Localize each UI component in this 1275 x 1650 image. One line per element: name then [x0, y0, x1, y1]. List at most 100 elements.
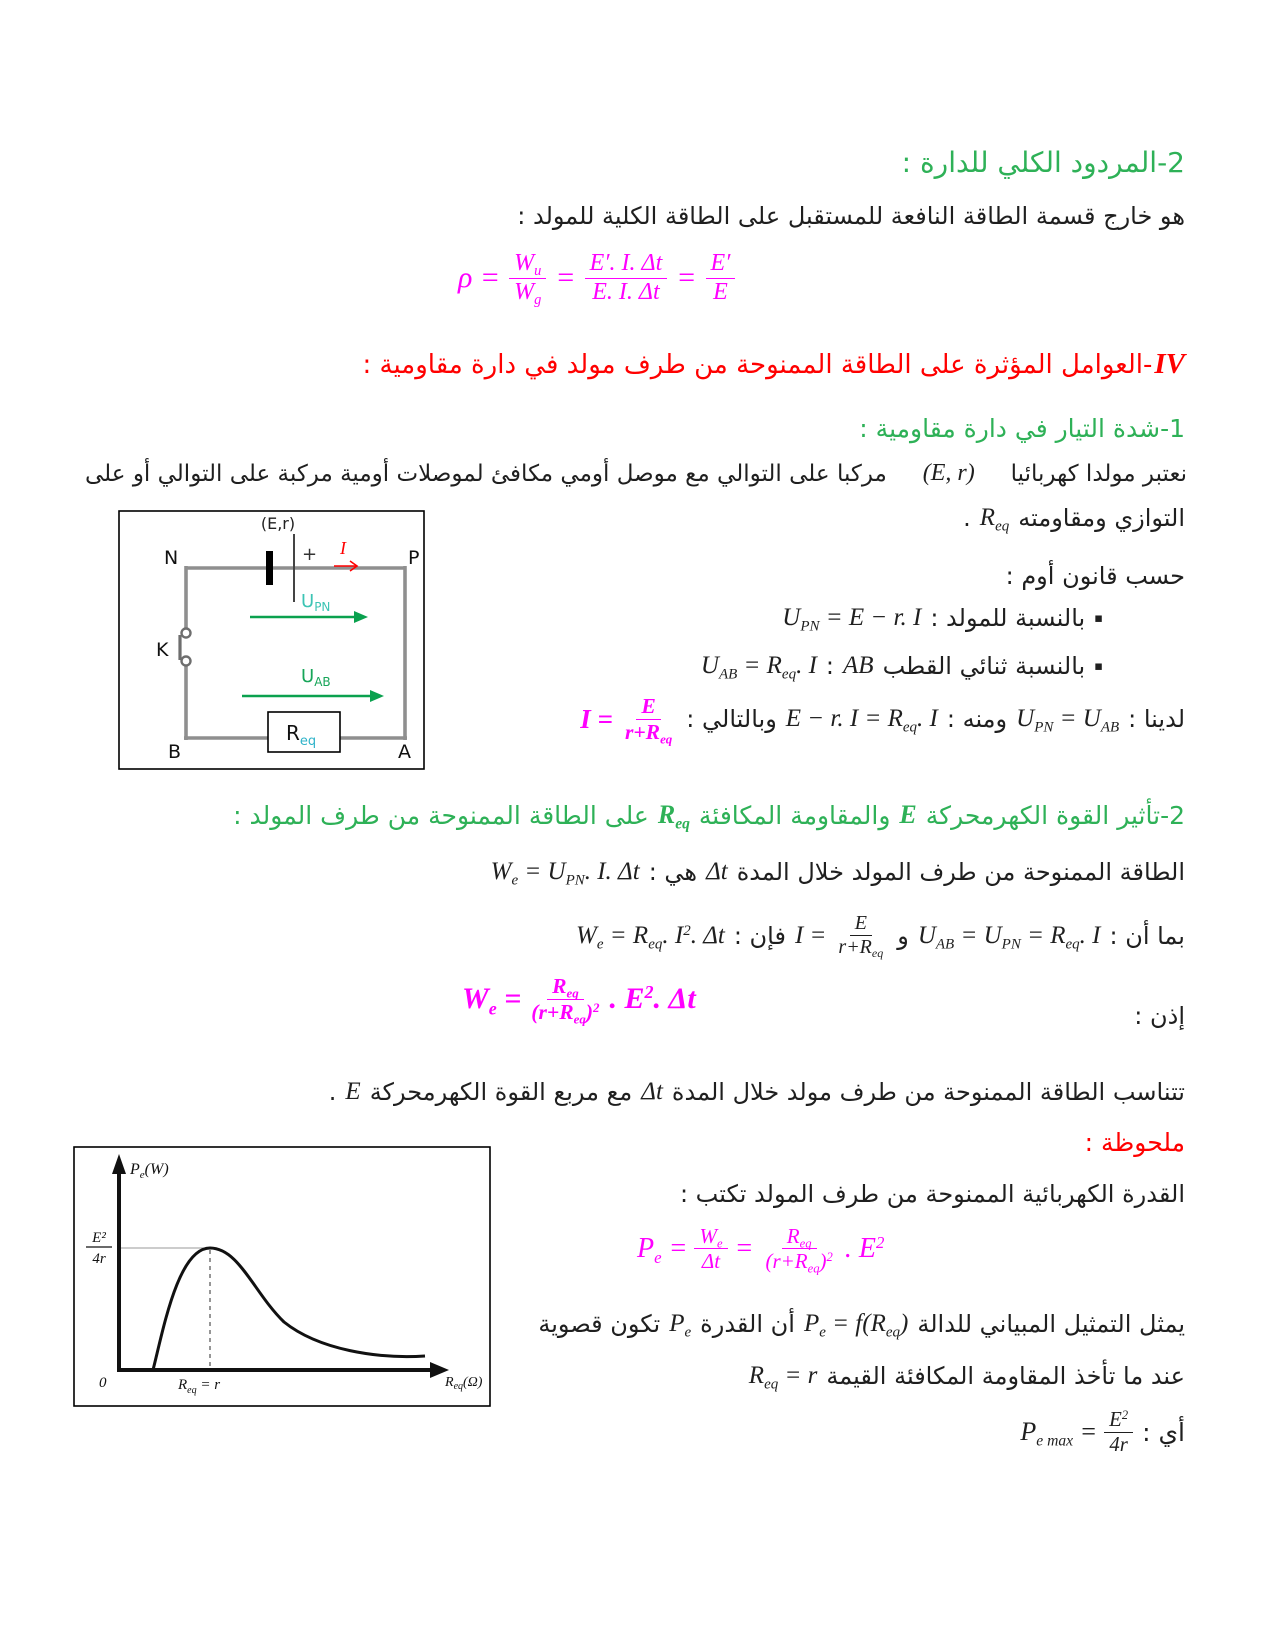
power-curve — [151, 1246, 426, 1371]
rho-lhs: ρ = — [458, 261, 501, 295]
section-title-rendement-text: 2-المردود الكلي للدارة : — [901, 146, 1185, 179]
w2-formula3: We = Req. I2. Δt — [576, 921, 725, 952]
bullet2-formula: UAB = Req. I — [700, 652, 817, 683]
rho-frac2: E′. I. Δt E. I. Δt — [584, 250, 668, 306]
origin-label: 0 — [99, 1375, 107, 1391]
rho-eq1: = — [555, 261, 576, 295]
energy-main-formula-body: We = Req (r+Req)2 . E2. Δt — [462, 974, 696, 1027]
bullet-icon: ▪ — [1094, 658, 1103, 674]
x-peak-label: Req = r — [177, 1377, 220, 1396]
ymax-fraction-label: E² 4r — [86, 1230, 112, 1267]
node-b-label: B — [168, 741, 181, 763]
lad-bittali: وبالتالي : — [686, 705, 777, 734]
p2-req-formula: Req — [979, 504, 1010, 535]
w2-intensity-frac: I = E r+Req — [794, 912, 884, 961]
y-axis-label: Pe(W) — [129, 1161, 169, 1181]
g1c: تكون قصوية — [538, 1310, 661, 1338]
energy-title-emf: E — [899, 800, 917, 829]
g2a: عند ما تأخذ المقاومة المكافئة القيمة — [826, 1362, 1185, 1390]
pemax-formula: Pe max = E2 4r — [1020, 1408, 1134, 1457]
battery-label: (E,r) — [261, 514, 295, 533]
graph-sentence2: عند ما تأخذ المقاومة المكافئة القيمة Req… — [748, 1362, 1185, 1393]
current-arrow — [334, 560, 359, 572]
current-paragraph-line1: نعتبر مولدا كهربائيا (E, r) مركبا على ال… — [85, 460, 1187, 487]
rho-frac1: Wu Wg — [509, 250, 547, 307]
energy-title-a: 2-تأثير القوة الكهرمحركة — [925, 800, 1185, 830]
svg-text:Req: Req — [286, 721, 316, 749]
circuit-figure: (E,r) + I N P K B A UPN UAB Req — [118, 510, 425, 770]
prop-e: E — [345, 1078, 361, 1105]
node-a-label: A — [398, 741, 411, 763]
power-graph-figure: Pe(W) E² 4r 0 Req = r Req(Ω) — [73, 1146, 491, 1407]
p2-dot: . — [963, 504, 971, 532]
energy-main-formula: We = Req (r+Req)2 . E2. Δt — [462, 974, 696, 1025]
uab-voltage-label: UAB — [301, 666, 331, 689]
w1b: هي : — [648, 858, 698, 886]
energy-line1: الطاقة الممنوحة من طرف المولد خلال المدة… — [490, 858, 1185, 889]
w2-formula1: UAB = UPN = Req. I — [917, 921, 1101, 952]
section-title-current: 1-شدة التيار في دارة مقاومية : — [859, 414, 1185, 443]
section-title-energy: 2-تأثير القوة الكهرمحركة E والمقاومة الم… — [233, 800, 1185, 833]
section-title-factors: IV -العوامل المؤثرة على الطاقة الممنوحة … — [362, 348, 1185, 381]
energy-line2: بما أن : UAB = UPN = Req. I و I = E r+Re… — [576, 912, 1185, 959]
idhan-text: إذن : — [1134, 1002, 1185, 1030]
proportionality-line: تتناسب الطاقة الممنوحة من طرف مولد خلال … — [329, 1078, 1185, 1106]
ohm-intro-text: حسب قانون أوم : — [1005, 562, 1185, 590]
power-formula: Pe = We Δt = Req (r+Req)2 . E2 — [637, 1224, 884, 1275]
energy-title-b: والمقاومة المكافئة — [698, 800, 891, 830]
ay-label: أي : — [1142, 1417, 1185, 1447]
upn-voltage-label: UPN — [301, 591, 330, 614]
p2a: التوازي ومقاومته — [1018, 504, 1185, 532]
switch-k-label: K — [156, 639, 169, 661]
w1-formula: We = UPN. I. Δt — [490, 858, 640, 889]
lad-f2: E − r. I = Req. I — [785, 705, 938, 736]
upn-arrow — [250, 611, 368, 623]
ohm-bullet-dipole: ▪ بالنسبة ثنائي القطب AB : UAB = Req. I — [700, 652, 1103, 683]
current-title-text: 1-شدة التيار في دارة مقاومية : — [859, 414, 1185, 443]
w1-dt: Δt — [706, 858, 728, 885]
note-label: ملحوظة : — [1085, 1128, 1185, 1157]
section-title-rendement: 2-المردود الكلي للدارة : — [902, 146, 1185, 179]
w2-waw: و — [897, 921, 909, 950]
rendement-definition-text: هو خارج قسمة الطاقة النافعة للمستقبل على… — [517, 202, 1185, 230]
energy-title-req: Req — [657, 800, 690, 833]
equivalent-resistor: Req — [267, 711, 341, 753]
power-sentence: القدرة الكهربائية الممنوحة من طرف المولد… — [680, 1180, 1185, 1208]
uab-arrow — [242, 690, 384, 702]
g1b: أن القدرة — [700, 1310, 795, 1338]
lad-f1: UPN = UAB — [1016, 705, 1120, 736]
pemax-line: أي : Pe max = E2 4r — [1020, 1408, 1185, 1457]
g1a: يمثل التمثيل المبياني للدالة — [917, 1310, 1185, 1338]
current-paragraph-line2: التوازي ومقاومته Req . — [963, 504, 1185, 535]
y-axis — [112, 1154, 126, 1370]
factors-title-text: -العوامل المؤثرة على الطاقة الممنوحة من … — [362, 349, 1153, 380]
bullet1-formula: UPN = E − r. I — [782, 604, 922, 635]
battery-plus-sign: + — [302, 544, 317, 565]
bullet2-label: بالنسبة ثنائي القطب — [882, 652, 1086, 680]
factors-numeral: IV — [1154, 348, 1185, 380]
prop-a: تتناسب الطاقة الممنوحة من طرف مولد خلال … — [671, 1078, 1185, 1106]
bullet2-ab: AB — [843, 652, 874, 679]
svg-text:4r: 4r — [92, 1251, 106, 1267]
bullet2-colon: : — [825, 652, 835, 680]
bullet1-label: بالنسبة للمولد : — [930, 604, 1086, 632]
current-intensity-formula: I = E r+Req — [580, 694, 673, 747]
rendement-definition: هو خارج قسمة الطاقة النافعة للمستقبل على… — [517, 202, 1185, 230]
rho-eq2: = — [676, 261, 697, 295]
current-label: I — [339, 538, 347, 558]
p1b: مركبا على التوالي مع موصل أومي مكافئ لمو… — [85, 460, 887, 487]
g1-function: Pe = f(Req) — [803, 1310, 909, 1341]
lad-minh: ومنه : — [946, 705, 1008, 734]
prop-b: مع مربع القوة الكهرمحركة — [369, 1078, 633, 1106]
battery-plate-thick — [266, 551, 273, 585]
w1a: الطاقة الممنوحة من طرف المولد خلال المدة — [736, 858, 1185, 886]
note-label-text: ملحوظة : — [1084, 1128, 1185, 1157]
lad-label: لدينا : — [1128, 705, 1185, 734]
g2-formula: Req = r — [748, 1362, 818, 1393]
rho-frac3: E′ E — [705, 250, 736, 306]
graph-sentence1: يمثل التمثيل المبياني للدالة Pe = f(Req)… — [538, 1310, 1185, 1341]
x-axis — [117, 1362, 449, 1378]
prop-dt: Δt — [641, 1078, 663, 1105]
w2-fain: فإن : — [733, 921, 786, 950]
